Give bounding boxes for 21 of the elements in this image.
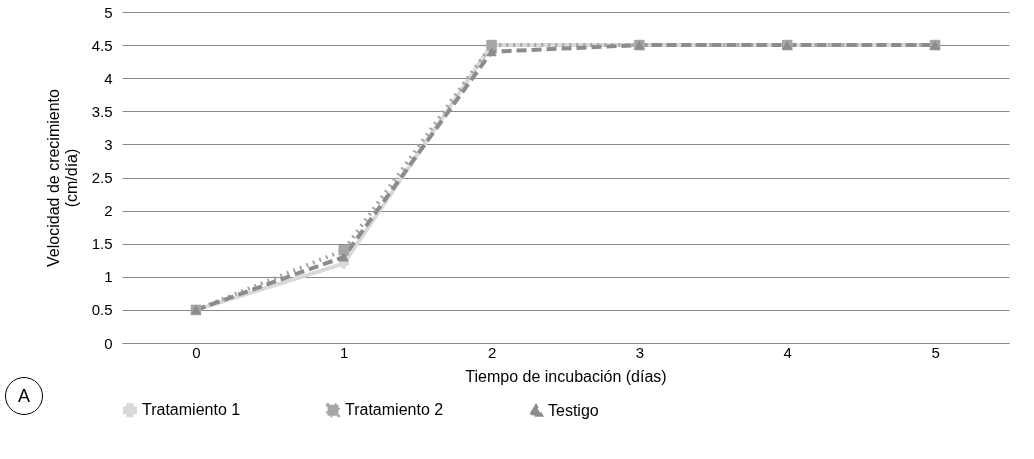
- x-tick-label: 3: [635, 343, 645, 361]
- y-axis-title: Velocidad de crecimiento (cm/día): [44, 88, 80, 267]
- y-tick-label: 2.5: [91, 169, 113, 186]
- x-tick-label: 4: [783, 343, 792, 361]
- x-axis-title: Tiempo de incubación (días): [465, 367, 667, 385]
- legend-label: Testigo: [548, 401, 599, 419]
- y-tick-label: 0.5: [91, 301, 113, 319]
- y-tick-label: 3: [104, 135, 113, 153]
- y-tick-label: 3.5: [91, 102, 113, 120]
- legend-label: Tratamiento 1: [142, 401, 241, 419]
- y-tick-label: 4.5: [91, 36, 113, 54]
- y-tick-label: 2: [104, 202, 113, 220]
- y-tick-label: 5: [104, 3, 113, 21]
- x-tick-label: 2: [487, 343, 497, 361]
- y-tick-label: 4: [104, 69, 113, 87]
- y-tick-label: 1: [104, 268, 113, 286]
- legend-label: Tratamiento 2: [345, 401, 444, 419]
- y-tick-label: 1.5: [91, 235, 113, 253]
- x-tick-label: 5: [931, 343, 940, 361]
- x-tick-label: 1: [340, 343, 349, 361]
- x-tick-label: 0: [192, 343, 201, 361]
